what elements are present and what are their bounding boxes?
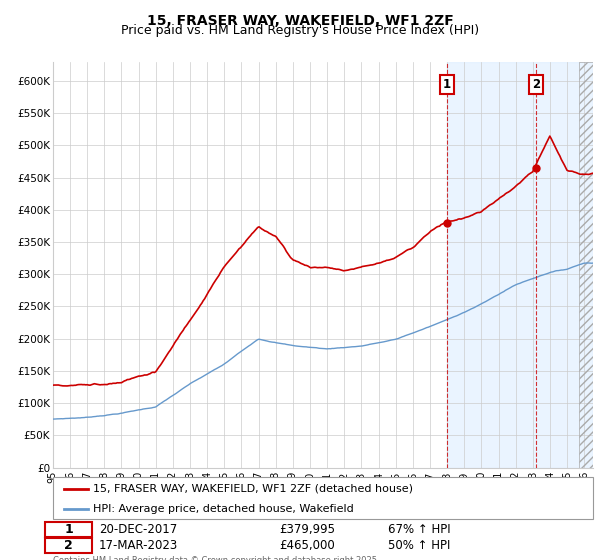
- Text: 20-DEC-2017: 20-DEC-2017: [98, 523, 177, 536]
- Text: 15, FRASER WAY, WAKEFIELD, WF1 2ZF: 15, FRASER WAY, WAKEFIELD, WF1 2ZF: [146, 14, 454, 28]
- Bar: [446, 62, 593, 468]
- FancyBboxPatch shape: [44, 522, 92, 537]
- Text: Price paid vs. HM Land Registry's House Price Index (HPI): Price paid vs. HM Land Registry's House …: [121, 24, 479, 37]
- FancyBboxPatch shape: [44, 538, 92, 553]
- Text: HPI: Average price, detached house, Wakefield: HPI: Average price, detached house, Wake…: [94, 503, 354, 514]
- Text: 50% ↑ HPI: 50% ↑ HPI: [388, 539, 450, 552]
- Text: 2: 2: [64, 539, 73, 552]
- Bar: [579, 62, 593, 468]
- Text: £379,995: £379,995: [280, 523, 335, 536]
- Text: 67% ↑ HPI: 67% ↑ HPI: [388, 523, 450, 536]
- FancyBboxPatch shape: [53, 477, 593, 519]
- Text: Contains HM Land Registry data © Crown copyright and database right 2025.
This d: Contains HM Land Registry data © Crown c…: [53, 556, 379, 560]
- Text: 15, FRASER WAY, WAKEFIELD, WF1 2ZF (detached house): 15, FRASER WAY, WAKEFIELD, WF1 2ZF (deta…: [94, 484, 413, 494]
- Text: 17-MAR-2023: 17-MAR-2023: [98, 539, 178, 552]
- Text: 2: 2: [532, 78, 541, 91]
- Bar: [575, 62, 593, 468]
- Text: 1: 1: [64, 523, 73, 536]
- Text: £465,000: £465,000: [280, 539, 335, 552]
- Text: 1: 1: [443, 78, 451, 91]
